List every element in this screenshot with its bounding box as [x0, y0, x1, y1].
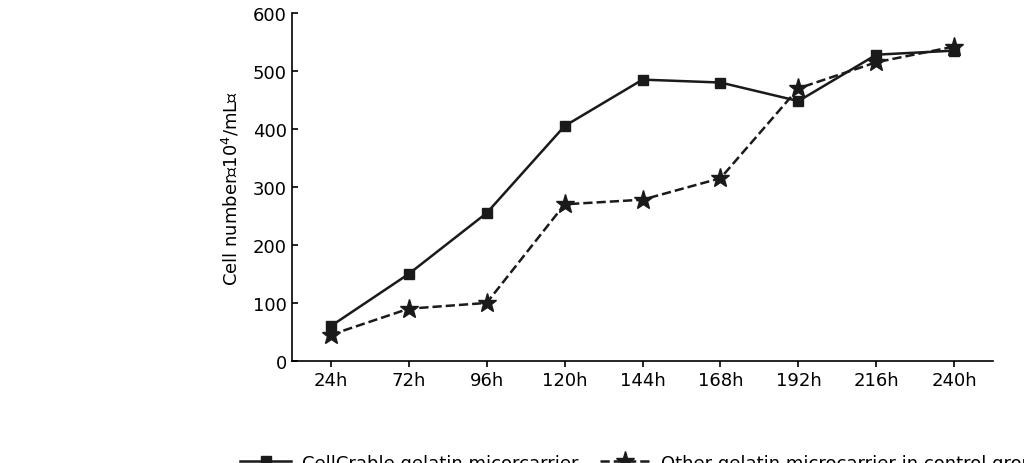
CellCrable gelatin micorcarrier — [558, 124, 570, 130]
Line: Other gelatin microcarrier in control group: Other gelatin microcarrier in control gr… — [322, 38, 964, 345]
CellCrable gelatin micorcarrier — [793, 99, 805, 105]
Other gelatin microcarrier in control group — [715, 176, 727, 181]
CellCrable gelatin micorcarrier — [325, 324, 337, 329]
CellCrable gelatin micorcarrier — [715, 81, 727, 86]
Line: CellCrable gelatin micorcarrier: CellCrable gelatin micorcarrier — [326, 47, 959, 331]
CellCrable gelatin micorcarrier — [948, 49, 961, 54]
Other gelatin microcarrier in control group — [402, 307, 415, 312]
Other gelatin microcarrier in control group — [948, 44, 961, 50]
Y-axis label: Cell number（10$^4$/mL）: Cell number（10$^4$/mL） — [221, 90, 242, 285]
Other gelatin microcarrier in control group — [480, 300, 493, 306]
CellCrable gelatin micorcarrier — [402, 271, 415, 277]
CellCrable gelatin micorcarrier — [480, 211, 493, 216]
Legend: CellCrable gelatin micorcarrier, Other gelatin microcarrier in control group: CellCrable gelatin micorcarrier, Other g… — [233, 446, 1024, 463]
Other gelatin microcarrier in control group — [636, 197, 649, 203]
Other gelatin microcarrier in control group — [793, 86, 805, 92]
CellCrable gelatin micorcarrier — [636, 78, 649, 83]
Other gelatin microcarrier in control group — [325, 332, 337, 338]
Other gelatin microcarrier in control group — [558, 202, 570, 207]
Other gelatin microcarrier in control group — [870, 60, 883, 66]
CellCrable gelatin micorcarrier — [870, 53, 883, 58]
